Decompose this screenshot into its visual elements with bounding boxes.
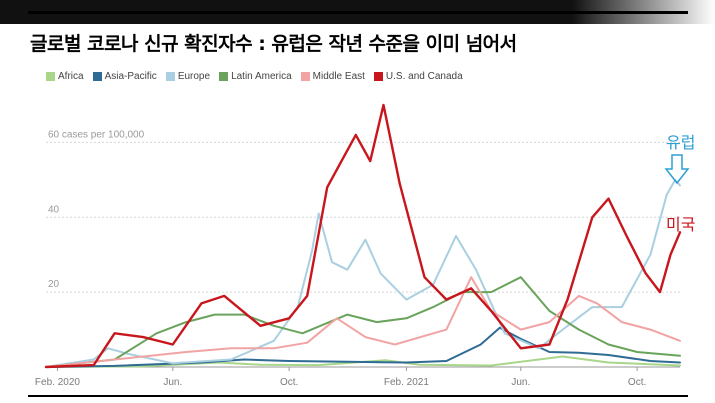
legend-label: Middle East (312, 71, 365, 82)
legend-swatch (92, 72, 102, 81)
legend-swatch (373, 72, 383, 81)
chart-title: 글로벌 코로나 신규 확진자수 : 유럽은 작년 수준을 이미 넘어서 (30, 33, 517, 55)
down-arrow-icon (664, 154, 690, 185)
header-bar (0, 0, 715, 24)
legend-label: U.S. and Canada (385, 71, 463, 82)
y-tick-label: 60 cases per 100,000 (48, 129, 145, 140)
series-line-latin-america (45, 276, 681, 368)
y-tick-label: 20 (48, 279, 60, 290)
x-tick-label: Feb. 2020 (35, 377, 80, 388)
legend-swatch (46, 72, 55, 81)
series-line-u-s-and-canada (44, 103, 682, 369)
legend-item: Middle East (300, 71, 365, 82)
legend-item: Europe (165, 71, 211, 82)
legend-item: Latin America (219, 71, 292, 82)
legend-label: Latin America (231, 71, 292, 82)
header-rule (28, 11, 688, 14)
x-tick-label: Jun. (511, 377, 530, 388)
bottom-rule (28, 395, 688, 397)
legend-label: Europe (177, 71, 211, 82)
legend-item: U.S. and Canada (373, 71, 463, 82)
annotation-europe: 유럽 (666, 133, 696, 152)
x-tick-label: Feb. 2021 (384, 377, 429, 388)
series-line-europe (45, 178, 681, 368)
legend-swatch (165, 72, 175, 81)
x-tick-label: Oct. (628, 377, 646, 388)
legend-label: Africa (58, 71, 84, 82)
legend-swatch (300, 72, 310, 81)
x-tick-label: Oct. (280, 377, 298, 388)
legend: Africa Asia-Pacific Europe Latin America Mid… (46, 71, 463, 82)
legend-item: Asia-Pacific (92, 71, 157, 82)
legend-swatch (219, 72, 229, 81)
x-tick-label: Jun. (163, 377, 182, 388)
legend-item: Africa (46, 71, 84, 82)
series-line-middle-east (45, 276, 681, 368)
y-tick-label: 40 (48, 204, 60, 215)
annotation-us: 미국 (666, 215, 696, 234)
legend-label: Asia-Pacific (104, 71, 157, 82)
